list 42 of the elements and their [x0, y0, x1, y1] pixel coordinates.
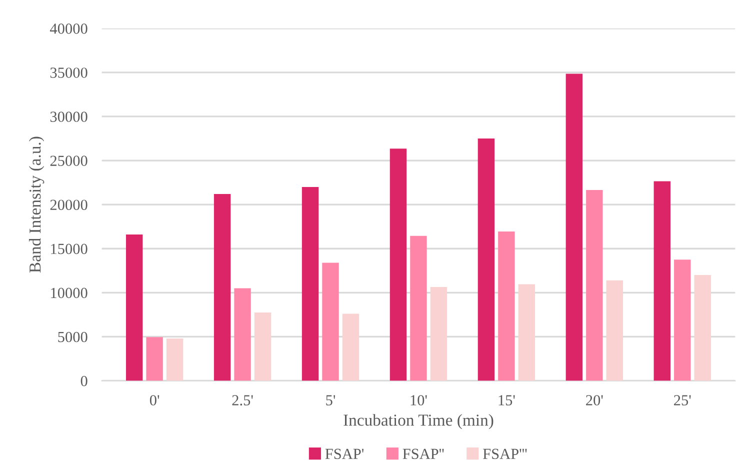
x-tick-label: 25' [674, 395, 691, 406]
y-tick-label: 40000 [50, 24, 88, 34]
bar [302, 186, 319, 381]
bar [478, 138, 495, 381]
x-tick-label: 15' [498, 395, 515, 406]
legend-label: FSAP'' [402, 448, 444, 460]
bar [254, 312, 272, 381]
bar [146, 337, 163, 381]
bar [430, 286, 448, 381]
legend-label: FSAP''' [483, 448, 527, 460]
bar [586, 190, 603, 381]
bar [694, 275, 711, 381]
bar [566, 74, 583, 381]
y-tick-label: 10000 [51, 288, 88, 298]
legend-label: FSAP' [325, 448, 364, 460]
bar [674, 260, 691, 381]
y-tick-label: 5000 [58, 332, 88, 342]
x-axis-title: Incubation Time (min) [344, 414, 494, 430]
x-tick-label: 5' [326, 395, 336, 406]
y-tick-label: 35000 [50, 68, 88, 78]
bar [322, 262, 339, 381]
bar [126, 234, 143, 381]
y-tick-label: 20000 [50, 200, 88, 210]
y-tick-label: 30000 [50, 112, 88, 122]
bar [410, 236, 427, 381]
y-axis-title: Band Intensity (a.u.) [28, 136, 44, 273]
bar [498, 231, 515, 381]
bar [166, 338, 184, 381]
x-tick-label: 0' [150, 395, 160, 406]
x-tick-label: 10' [410, 395, 427, 406]
y-tick-label: 0 [80, 376, 88, 386]
bar [342, 314, 360, 381]
bar [654, 181, 670, 381]
x-tick-label: 20' [586, 395, 603, 406]
y-tick-label: 15000 [51, 244, 88, 254]
bar [234, 288, 251, 381]
y-tick-label: 25000 [50, 156, 88, 166]
x-tick-label: 2.5' [232, 395, 253, 406]
bar [390, 148, 407, 381]
bar [518, 284, 536, 381]
bar [606, 280, 623, 381]
bar [214, 194, 231, 381]
